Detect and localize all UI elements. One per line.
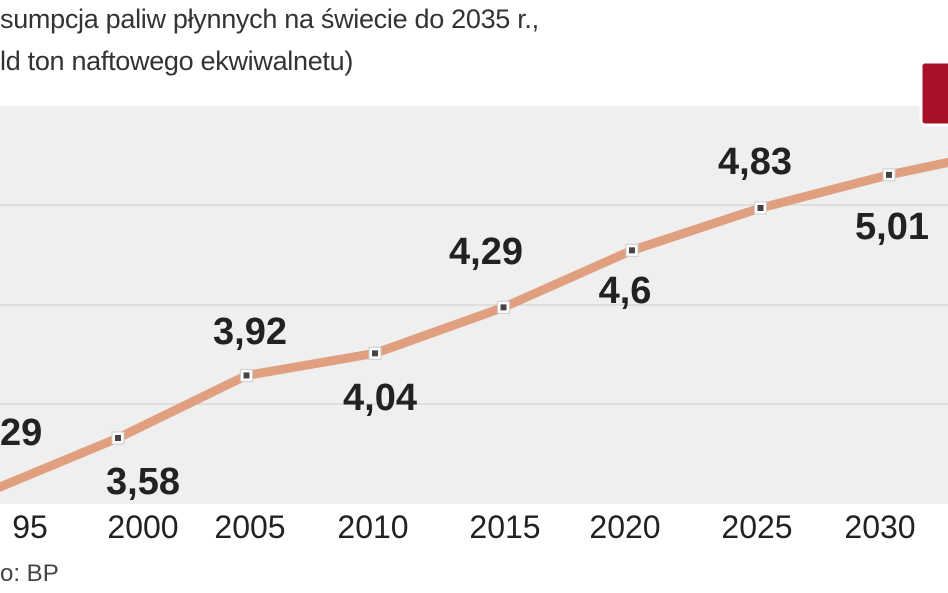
x-tick-label: 2010 — [337, 509, 408, 545]
x-tick-label: 2005 — [214, 509, 285, 545]
data-point-marker-core — [115, 435, 121, 441]
data-label: 4,04 — [343, 377, 417, 419]
data-label: 29 — [0, 412, 42, 454]
legend-marker-box — [919, 60, 948, 127]
x-tick-label: 2025 — [721, 509, 792, 545]
source-note: o: BP — [0, 560, 59, 587]
x-tick-label: 95 — [12, 509, 48, 545]
x-tick-label: 2000 — [107, 509, 178, 545]
data-point-marker-core — [243, 372, 250, 379]
data-point-marker-core — [500, 304, 507, 311]
data-label: 4,6 — [599, 270, 652, 312]
data-label: 5,01 — [855, 206, 929, 248]
x-tick-label: 2030 — [844, 509, 915, 545]
data-point-marker-core — [372, 350, 378, 357]
data-label: 4,83 — [718, 141, 792, 183]
data-point-marker-core — [629, 247, 635, 254]
data-label: 3,58 — [106, 461, 180, 503]
chart-title-line-1: sumpcja paliw płynnych na świecie do 203… — [0, 4, 539, 34]
chart-title-line-2: ld ton naftowego ekwiwalnetu) — [0, 46, 354, 76]
data-label: 3,92 — [213, 311, 287, 353]
data-point-marker-core — [886, 171, 892, 178]
data-label: 4,29 — [449, 231, 523, 273]
data-point-marker-core — [757, 205, 764, 211]
x-tick-label: 2020 — [589, 509, 660, 545]
x-tick-label: 2015 — [469, 509, 540, 545]
